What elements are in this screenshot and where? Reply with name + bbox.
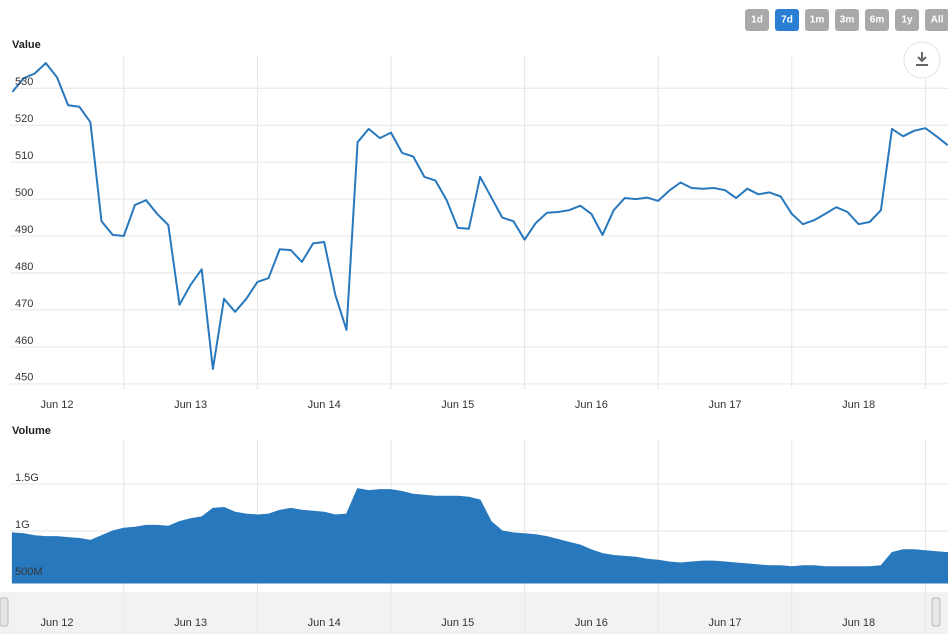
y-tick-label: 480 (15, 261, 33, 273)
x-tick-label: Jun 16 (575, 399, 608, 411)
x-tick-label: Jun 14 (308, 617, 341, 629)
y-tick-label: 460 (15, 335, 33, 347)
range-button-bg[interactable] (835, 9, 859, 31)
range-button-label[interactable]: 1m (810, 15, 825, 26)
x-tick-label: Jun 12 (40, 617, 73, 629)
y-tick-label: 1.5G (15, 472, 39, 484)
navigator-background (0, 592, 948, 634)
range-button[interactable]: 7d (775, 9, 799, 31)
panel-title: Value (12, 39, 41, 51)
range-button-label[interactable]: All (931, 15, 944, 26)
y-tick-label: 450 (15, 372, 33, 384)
y-tick-label: 470 (15, 298, 33, 310)
y-tick-label: 520 (15, 113, 33, 125)
range-button-bg[interactable] (775, 9, 799, 31)
x-tick-label: Jun 12 (40, 399, 73, 411)
range-button[interactable]: 1d (745, 9, 769, 31)
x-tick-label: Jun 17 (708, 399, 741, 411)
range-button[interactable]: All (925, 9, 948, 31)
panel-title: Volume (12, 425, 51, 437)
range-button[interactable]: 1m (805, 9, 829, 31)
x-tick-label: Jun 17 (708, 617, 741, 629)
range-button-label[interactable]: 3m (840, 15, 855, 26)
y-tick-label: 510 (15, 150, 33, 162)
y-tick-label: 500 (15, 187, 33, 199)
y-tick-label: 1G (15, 519, 30, 531)
navigator-handle-left[interactable] (0, 597, 9, 627)
range-button[interactable]: 3m (835, 9, 859, 31)
range-button-bg[interactable] (805, 9, 829, 31)
y-tick-label: 500M (15, 566, 43, 578)
download-button[interactable] (903, 41, 941, 79)
range-button-label[interactable]: 1d (751, 15, 763, 26)
range-button-bg[interactable] (895, 9, 919, 31)
x-tick-label: Jun 18 (842, 399, 875, 411)
range-button-bg[interactable] (745, 9, 769, 31)
range-button-bg[interactable] (865, 9, 889, 31)
x-tick-label: Jun 16 (575, 617, 608, 629)
navigator-handle-right[interactable] (931, 597, 941, 627)
range-button-label[interactable]: 6m (870, 15, 885, 26)
x-tick-label: Jun 18 (842, 617, 875, 629)
x-tick-label: Jun 13 (174, 399, 207, 411)
y-tick-label: 530 (15, 76, 33, 88)
y-tick-label: 490 (15, 224, 33, 236)
range-button[interactable]: 1y (895, 9, 919, 31)
download-icon[interactable] (916, 52, 928, 66)
x-tick-label: Jun 15 (441, 617, 474, 629)
x-tick-label: Jun 15 (441, 399, 474, 411)
x-tick-label: Jun 14 (308, 399, 341, 411)
x-tick-label: Jun 13 (174, 617, 207, 629)
range-button-label[interactable]: 7d (781, 15, 793, 26)
volume-area (11, 488, 948, 584)
range-button-bg[interactable] (925, 9, 948, 31)
range-button-label[interactable]: 1y (901, 15, 913, 26)
range-button[interactable]: 6m (865, 9, 889, 31)
value-line (11, 62, 948, 370)
